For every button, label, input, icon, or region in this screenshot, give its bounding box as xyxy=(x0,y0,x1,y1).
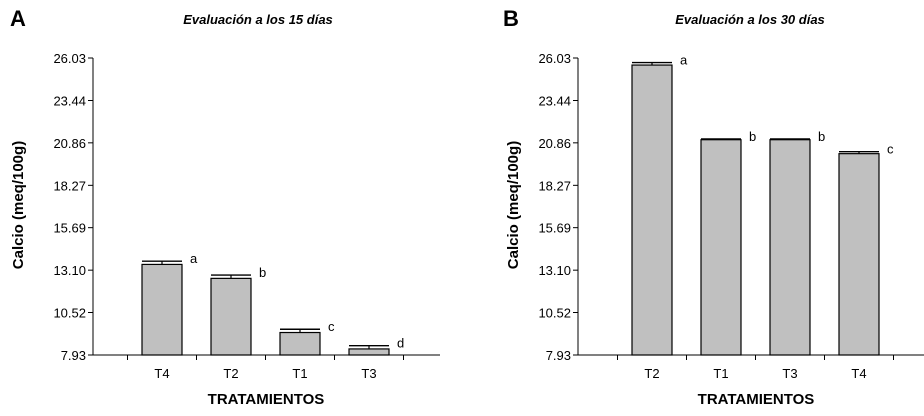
significance-letter: b xyxy=(818,129,825,144)
y-axis-label: Calcio (meq/100g) xyxy=(505,141,522,269)
panel-letter: B xyxy=(503,6,519,31)
y-tick-label: 7.93 xyxy=(546,348,571,363)
significance-letter: c xyxy=(328,319,335,334)
bar-t1 xyxy=(279,331,321,356)
y-tick-label: 15.69 xyxy=(53,221,86,236)
x-tick-label: T1 xyxy=(292,366,307,381)
x-tick-label: T4 xyxy=(851,366,866,381)
bar-t2 xyxy=(210,277,252,356)
y-tick-label: 18.27 xyxy=(53,178,86,193)
y-tick-label: 15.69 xyxy=(538,221,571,236)
panel-letter: A xyxy=(10,6,26,31)
y-tick-label: 10.52 xyxy=(53,306,86,321)
chart-title: Evaluación a los 30 días xyxy=(675,12,825,27)
y-tick-label: 7.93 xyxy=(61,348,86,363)
x-axis-label: TRATAMIENTOS xyxy=(208,391,325,408)
bar-t1 xyxy=(700,139,742,356)
bar-t3 xyxy=(769,139,811,356)
y-tick-label: 10.52 xyxy=(538,306,571,321)
y-tick-label: 18.27 xyxy=(538,178,571,193)
y-tick-label: 26.03 xyxy=(53,51,86,66)
significance-letter: d xyxy=(397,336,404,351)
x-tick-label: T2 xyxy=(223,366,238,381)
bar-t3 xyxy=(348,348,390,356)
x-tick-label: T1 xyxy=(713,366,728,381)
significance-letter: b xyxy=(259,265,266,280)
x-tick-label: T3 xyxy=(361,366,376,381)
bar-t4 xyxy=(141,263,183,356)
x-axis-label: TRATAMIENTOS xyxy=(698,391,815,408)
y-tick-label: 23.44 xyxy=(538,93,571,108)
y-tick-label: 13.10 xyxy=(53,263,86,278)
bar-t4 xyxy=(838,153,880,356)
significance-letter: c xyxy=(887,142,894,157)
y-tick-label: 13.10 xyxy=(538,263,571,278)
x-tick-label: T2 xyxy=(644,366,659,381)
chart-title: Evaluación a los 15 días xyxy=(183,12,333,27)
bar-t2 xyxy=(631,64,673,356)
y-tick-label: 23.44 xyxy=(53,93,86,108)
x-tick-label: T3 xyxy=(782,366,797,381)
chart-panel-a: A Evaluación a los 15 días 26.03 23.44 20.86… xyxy=(10,6,440,408)
y-tick-label: 20.86 xyxy=(538,136,571,151)
x-tick-label: T4 xyxy=(154,366,169,381)
chart-panel-b: B Evaluación a los 30 días 26.03 23.44 20.86… xyxy=(503,6,924,408)
y-tick-label: 20.86 xyxy=(53,136,86,151)
significance-letter: a xyxy=(680,53,688,68)
y-tick-label: 26.03 xyxy=(538,51,571,66)
y-axis-label: Calcio (meq/100g) xyxy=(10,141,27,269)
significance-letter: b xyxy=(749,129,756,144)
significance-letter: a xyxy=(190,251,198,266)
